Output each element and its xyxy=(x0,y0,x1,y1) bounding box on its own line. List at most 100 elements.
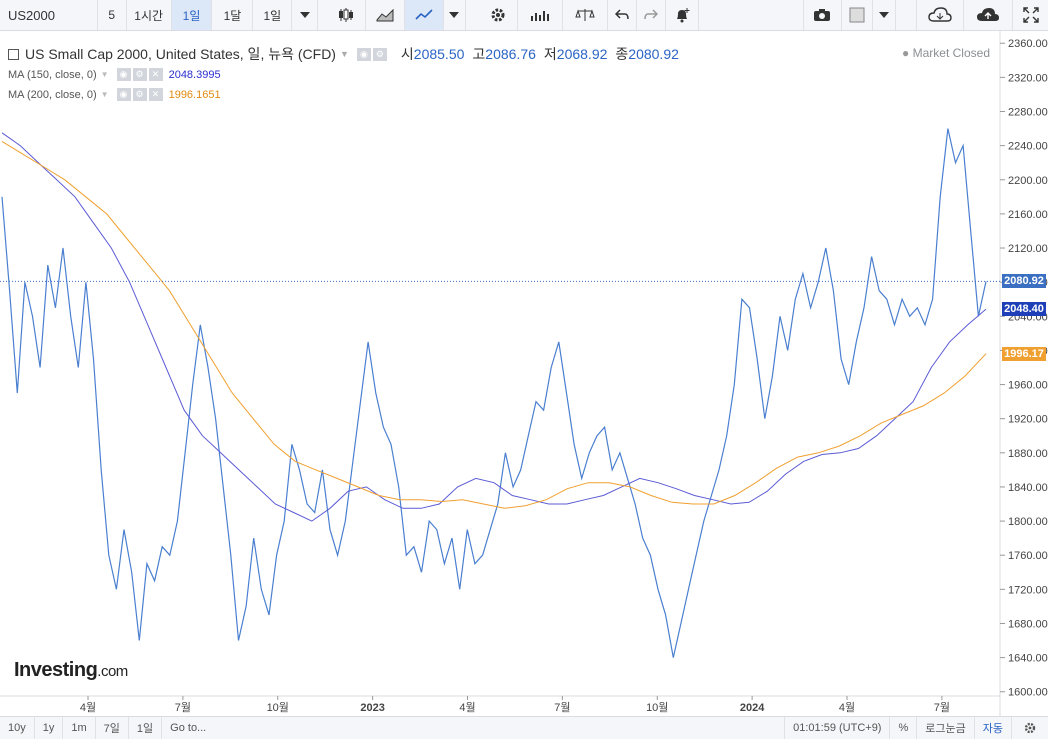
bottom-gear-icon[interactable] xyxy=(1012,717,1048,739)
interval-1d[interactable]: 1일 xyxy=(171,0,213,30)
y-tick-label: 2240.00 xyxy=(1008,141,1048,153)
toolbar-spacer xyxy=(896,0,915,30)
y-tick-label: 1600.00 xyxy=(1008,687,1048,699)
ma150-price-label: 2048.40 xyxy=(1002,302,1046,317)
interval-chevron-down-icon[interactable] xyxy=(292,0,318,30)
ma150-close-icon[interactable]: ✕ xyxy=(148,68,163,81)
interval-dropdown[interactable]: 1일 xyxy=(253,0,293,30)
range-1m[interactable]: 1m xyxy=(63,717,96,739)
auto-scale-toggle[interactable]: 자동 xyxy=(975,717,1012,739)
collapse-legend-icon[interactable] xyxy=(8,48,19,60)
x-tick-label: 10월 xyxy=(267,701,289,714)
undo-icon[interactable] xyxy=(608,0,638,30)
price-chart[interactable]: 1600.00 1640.00 1680.00 1720.00 1760.00 1800.… xyxy=(0,31,1048,716)
range-1d[interactable]: 1일 xyxy=(129,717,163,739)
redo-icon[interactable] xyxy=(637,0,667,30)
y-tick-label: 1800.00 xyxy=(1008,516,1048,528)
x-tick-label: 2024 xyxy=(740,702,765,714)
logo-name: Investing xyxy=(14,659,98,681)
y-tick-label: 2120.00 xyxy=(1008,243,1048,255)
ma150-value: 2048.3995 xyxy=(168,68,221,81)
toolbar-spacer xyxy=(466,0,480,30)
fullscreen-icon[interactable] xyxy=(1013,0,1048,30)
interval-5m[interactable]: 5 xyxy=(98,0,127,30)
ma150-line xyxy=(1,132,987,522)
chart-area[interactable]: 1600.00 1640.00 1680.00 1720.00 1760.00 1800.… xyxy=(0,31,1048,716)
goto-button[interactable]: Go to... xyxy=(170,722,207,734)
toolbar-spacer xyxy=(699,0,802,30)
candlestick-icon[interactable] xyxy=(327,0,367,30)
ma150-eye-icon[interactable]: ◉ xyxy=(116,68,131,81)
y-tick-label: 1720.00 xyxy=(1008,584,1048,596)
title-chevron-down-icon[interactable]: ▼ xyxy=(339,49,349,59)
x-tick-label: 7월 xyxy=(554,701,570,714)
symbol-field[interactable]: US2000 xyxy=(0,0,98,30)
ma150-buttons: ◉ ⚙ ✕ xyxy=(116,68,163,81)
y-tick-label: 1960.00 xyxy=(1008,380,1048,392)
line-chart-icon[interactable] xyxy=(405,0,445,30)
y-tick-label: 2360.00 xyxy=(1008,38,1048,50)
interval-1mo[interactable]: 1달 xyxy=(212,0,254,30)
y-tick-label: 1760.00 xyxy=(1008,550,1048,562)
y-tick-label: 1640.00 xyxy=(1008,653,1048,665)
range-1y[interactable]: 1y xyxy=(35,717,64,739)
scale-compare-icon[interactable] xyxy=(563,0,608,30)
ma200-chevron-down-icon[interactable]: ▼ xyxy=(100,90,109,99)
market-status-text: Market Closed xyxy=(912,46,990,60)
alert-bell-icon[interactable] xyxy=(666,0,700,30)
area-chart-icon[interactable] xyxy=(366,0,406,30)
settings-gear-icon[interactable]: ⚙ xyxy=(372,47,387,61)
last-price-label: 2080.92 xyxy=(1002,274,1046,289)
y-tick-label: 2320.00 xyxy=(1008,72,1048,84)
low-label: 저 xyxy=(543,46,557,62)
toolbar: US2000 5 1시간 1일 1달 1일 xyxy=(0,0,1048,31)
visibility-eye-icon[interactable]: ◉ xyxy=(356,47,371,61)
low-value: 2068.92 xyxy=(556,46,608,62)
cloud-load-icon[interactable] xyxy=(915,0,965,30)
gear-icon[interactable] xyxy=(479,0,519,30)
ma150-label: MA (150, close, 0) xyxy=(8,68,97,81)
interval-1h[interactable]: 1시간 xyxy=(127,0,172,30)
ma150-chevron-down-icon[interactable]: ▼ xyxy=(100,70,109,79)
legend-ma200: MA (200, close, 0) ▼ ◉ ⚙ ✕ 1996.1651 xyxy=(8,88,221,101)
ma200-label: MA (200, close, 0) xyxy=(8,88,97,101)
bottom-right-controls: 01:01:59 (UTC+9) % 로그눈금 자동 xyxy=(784,717,1048,739)
main-series-buttons: ◉ ⚙ xyxy=(356,47,387,61)
ma200-buttons: ◉ ⚙ ✕ xyxy=(116,88,163,101)
log-scale-toggle[interactable]: 로그눈금 xyxy=(917,717,975,739)
color-picker-icon[interactable] xyxy=(842,0,873,30)
ma200-close-icon[interactable]: ✕ xyxy=(148,88,163,101)
x-tick-label: 2023 xyxy=(360,702,384,714)
toolbar-spacer xyxy=(318,0,328,30)
range-7d[interactable]: 7일 xyxy=(96,717,129,739)
x-tick-label: 10월 xyxy=(646,701,668,714)
x-tick-label: 4월 xyxy=(459,701,475,714)
chart-type-chevron-down-icon[interactable] xyxy=(444,0,466,30)
cloud-save-icon[interactable] xyxy=(964,0,1013,30)
camera-icon[interactable] xyxy=(802,0,842,30)
status-dot-icon: ● xyxy=(902,46,910,60)
y-tick-label: 1840.00 xyxy=(1008,482,1048,494)
y-tick-label: 2200.00 xyxy=(1008,175,1048,187)
ma200-value: 1996.1651 xyxy=(168,88,221,101)
ma200-gear-icon[interactable]: ⚙ xyxy=(132,88,147,101)
y-tick-label: 1680.00 xyxy=(1008,618,1048,630)
legend-main: US Small Cap 2000, United States, 일, 뉴욕 … xyxy=(8,44,679,64)
ma200-eye-icon[interactable]: ◉ xyxy=(116,88,131,101)
x-tick-label: 7월 xyxy=(934,701,950,714)
ma150-gear-icon[interactable]: ⚙ xyxy=(132,68,147,81)
clock-time[interactable]: 01:01:59 (UTC+9) xyxy=(784,717,891,739)
price-line xyxy=(1,128,987,658)
bottom-bar: 10y 1y 1m 7일 1일 Go to... 01:01:59 (UTC+9… xyxy=(0,716,1048,739)
high-value: 2086.76 xyxy=(485,46,536,62)
percent-toggle[interactable]: % xyxy=(890,717,918,739)
open-value: 2085.50 xyxy=(413,46,465,62)
indicators-icon[interactable] xyxy=(518,0,564,30)
y-tick-label: 2280.00 xyxy=(1008,107,1048,119)
range-10y[interactable]: 10y xyxy=(0,717,35,739)
y-tick-label: 1920.00 xyxy=(1008,414,1048,426)
y-tick-label: 2160.00 xyxy=(1008,209,1048,221)
market-status: ● Market Closed xyxy=(902,46,990,60)
color-chevron-down-icon[interactable] xyxy=(873,0,897,30)
instrument-title: US Small Cap 2000, United States, 일, 뉴욕 … xyxy=(25,46,336,62)
